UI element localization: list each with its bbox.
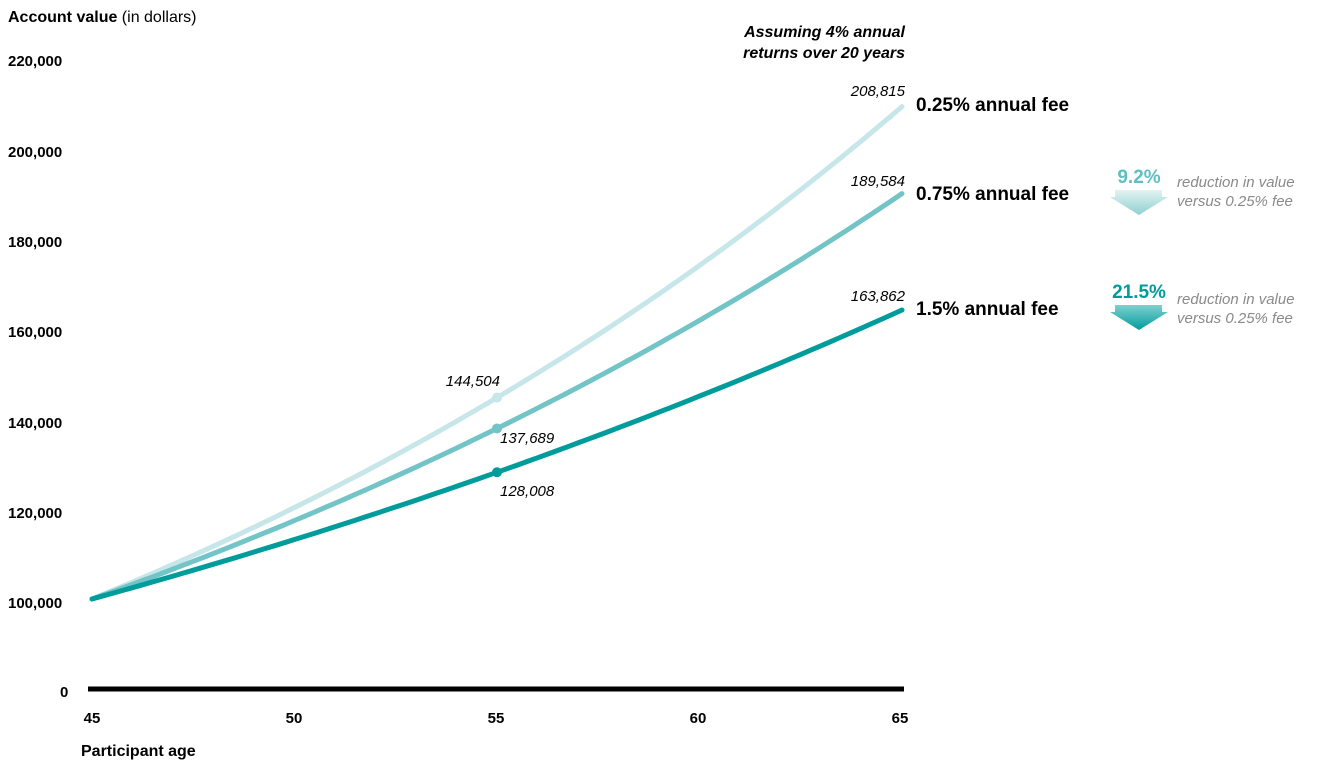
reduction-callout-1.5: 21.5% reduction in value versus 0.25% fe…: [1110, 282, 1295, 330]
y-tick-label: 0: [60, 684, 68, 701]
data-label: 189,584: [851, 173, 905, 190]
y-axis-label: Account value: [8, 9, 117, 26]
y-axis: 220,000 200,000 180,000 160,000 140,000 …: [8, 53, 68, 701]
returns-annotation: Assuming 4% annual returns over 20 years: [743, 24, 905, 62]
x-tick-label: 50: [286, 710, 303, 727]
reduction-callout-0.75: 9.2% reduction in value versus 0.25% fee: [1110, 167, 1295, 215]
reduction-text-line-1: reduction in value: [1177, 174, 1295, 191]
y-tick-label: 200,000: [8, 144, 62, 161]
reduction-text-line-2: versus 0.25% fee: [1177, 310, 1293, 327]
x-axis-title: Participant age: [81, 743, 196, 760]
marker-point-age-55: [492, 467, 502, 478]
y-tick-label: 180,000: [8, 234, 62, 251]
y-axis-title: Account value (in dollars): [8, 9, 197, 26]
y-tick-label: 120,000: [8, 505, 62, 522]
x-tick-label: 45: [84, 710, 101, 727]
reduction-text-line-2: versus 0.25% fee: [1177, 193, 1293, 210]
marker-point-age-55: [492, 423, 502, 434]
marker-point-age-55: [492, 392, 502, 403]
down-arrow-icon: [1110, 190, 1168, 215]
y-axis-label-suffix: (in dollars): [117, 9, 196, 26]
annotation-line-1: Assuming 4% annual: [743, 24, 905, 41]
reduction-text-line-1: reduction in value: [1177, 291, 1295, 308]
data-label: 137,689: [500, 430, 555, 447]
series-label: 1.5% annual fee: [916, 299, 1059, 320]
y-tick-label: 140,000: [8, 415, 62, 432]
x-tick-label: 60: [690, 710, 707, 727]
series-labels: 0.25% annual fee 0.75% annual fee 1.5% a…: [916, 95, 1069, 320]
annotation-line-2: returns over 20 years: [743, 45, 905, 62]
data-labels: 144,504 137,689 128,008 208,815 189,584 …: [446, 83, 906, 500]
x-tick-label: 55: [488, 710, 505, 727]
y-tick-label: 100,000: [8, 595, 62, 612]
down-arrow-icon: [1110, 305, 1168, 330]
reduction-percent: 9.2%: [1117, 167, 1160, 188]
data-label: 144,504: [446, 373, 500, 390]
data-label: 128,008: [500, 483, 555, 500]
y-tick-label: 220,000: [8, 53, 62, 70]
y-tick-label: 160,000: [8, 324, 62, 341]
data-label: 208,815: [850, 83, 906, 100]
series-line-0.25-fee: [89, 104, 905, 602]
x-axis: 45 50 55 60 65: [84, 710, 909, 727]
reduction-percent: 21.5%: [1112, 282, 1166, 303]
series-label: 0.25% annual fee: [916, 95, 1069, 116]
series-label: 0.75% annual fee: [916, 184, 1069, 205]
x-tick-label: 65: [892, 710, 909, 727]
data-label: 163,862: [851, 288, 906, 305]
